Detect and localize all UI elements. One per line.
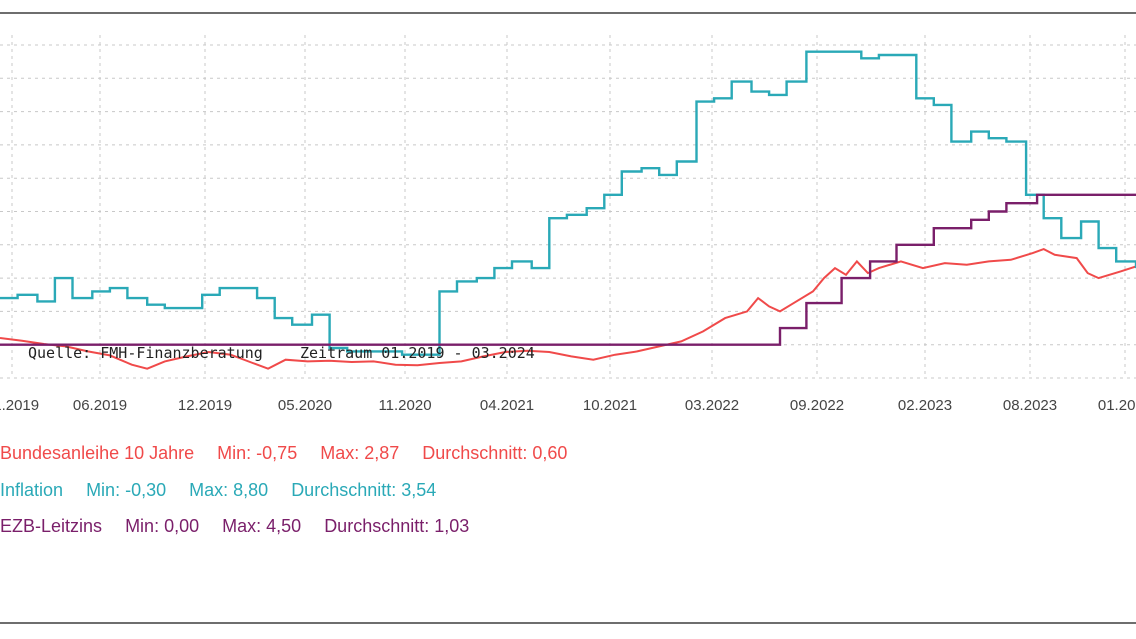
legend-inflation: Inflation Min: -0,30 Max: 8,80 Durchschn… (0, 480, 454, 501)
x-tick-label: 01.2024 (1098, 397, 1136, 414)
series-line-1 (0, 50, 1136, 356)
source-note: Quelle: FMH-Finanzberatung (28, 344, 263, 362)
series-line-2 (0, 193, 1136, 346)
legend-name: Bundesanleihe 10 Jahre (0, 443, 195, 463)
legend-bundesanleihe: Bundesanleihe 10 Jahre Min: -0,75 Max: 2… (0, 443, 585, 464)
x-tick-label: 12.2019 (178, 397, 232, 414)
legend-avg: Durchschnitt: 1,03 (324, 516, 470, 536)
x-tick-label: 04.2021 (480, 397, 534, 414)
grid-lines (0, 35, 1136, 379)
legend-min: Min: -0,30 (86, 480, 167, 500)
legend-name: EZB-Leitzins (0, 516, 103, 536)
period-note: Zeitraum 01.2019 - 03.2024 (300, 344, 535, 362)
x-tick-label: 11.2020 (378, 397, 431, 414)
legend-ezb-leitzins: EZB-Leitzins Min: 0,00 Max: 4,50 Durchsc… (0, 516, 487, 537)
series-line-0 (0, 248, 1136, 370)
series-layer (0, 50, 1136, 370)
x-axis-ticks: 01.2019 06.2019 12.2019 05.2020 11.2020 04.20… (0, 397, 1136, 414)
legend-name: Inflation (0, 480, 64, 500)
legend-min: Min: -0,75 (217, 443, 298, 463)
legend-min: Min: 0,00 (125, 516, 200, 536)
legend-max: Max: 8,80 (189, 480, 269, 500)
line-chart: Quelle: FMH-Finanzberatung Zeitraum 01.2… (0, 35, 1136, 414)
chart-frame (0, 12, 1136, 624)
x-tick-label: 06.2019 (73, 397, 127, 414)
legend-avg: Durchschnitt: 0,60 (422, 443, 568, 463)
x-tick-label: 02.2023 (898, 397, 952, 414)
x-tick-label: 10.2021 (583, 397, 637, 414)
x-tick-label: 05.2020 (278, 397, 332, 414)
legend-max: Max: 4,50 (222, 516, 302, 536)
x-tick-label: 09.2022 (790, 397, 844, 414)
legend-avg: Durchschnitt: 3,54 (291, 480, 437, 500)
x-tick-label: 03.2022 (685, 397, 739, 414)
legend-max: Max: 2,87 (320, 443, 400, 463)
x-tick-label: 01.2019 (0, 397, 39, 414)
x-tick-label: 08.2023 (1003, 397, 1057, 414)
